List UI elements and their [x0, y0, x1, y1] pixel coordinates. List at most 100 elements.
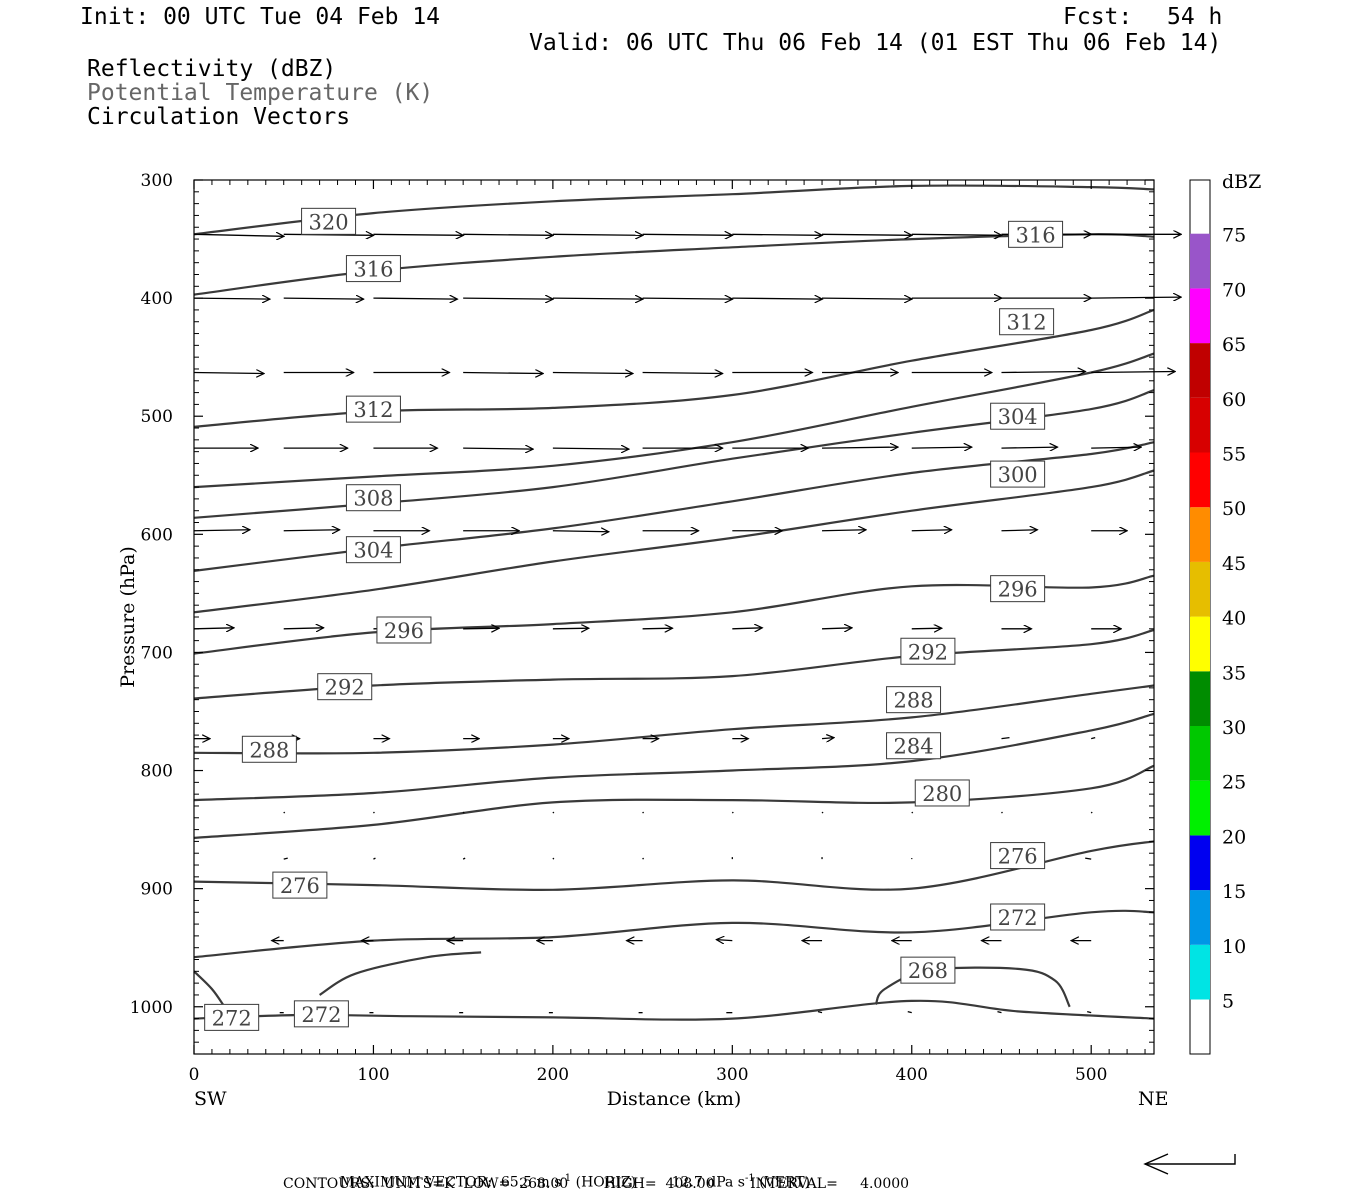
y-tick-label: 500 — [141, 407, 173, 427]
circulation-vector — [911, 530, 952, 531]
circulation-vector — [1001, 530, 1037, 531]
colorbar-swatch — [1190, 780, 1210, 836]
circulation-vector — [822, 628, 852, 629]
circulation-vector — [373, 298, 457, 299]
contour-info-line: CONTOURS: UNITS=K LOW= 268.00 HIGH= 408.… — [283, 1176, 910, 1192]
colorbar-level-label: 70 — [1222, 279, 1246, 301]
circulation-vector — [463, 373, 543, 374]
contour-label: 272 — [301, 1003, 341, 1027]
contour-label: 300 — [998, 463, 1038, 487]
contour-label-box — [914, 779, 970, 807]
contour-label-box — [886, 732, 942, 760]
circulation-vector — [822, 530, 866, 531]
colorbar-level-label: 75 — [1222, 225, 1246, 247]
colorbar-swatch — [1190, 343, 1210, 398]
contour-label: 316 — [1016, 223, 1056, 247]
circulation-vector — [372, 811, 375, 814]
contour-line-unlabeled — [193, 352, 1155, 489]
circulation-vector — [552, 857, 555, 860]
vert-suffix: (VERT) — [754, 1174, 811, 1191]
circulation-vector — [817, 1011, 823, 1014]
field-circulation-vectors: Circulation Vectors — [87, 104, 351, 130]
contour-label: 312 — [353, 398, 393, 422]
contour-label-box — [999, 308, 1055, 336]
unit-exponent: -1 — [745, 1173, 755, 1184]
circulation-vector — [193, 234, 284, 236]
contour-label-box — [900, 637, 956, 665]
circulation-vector — [731, 811, 734, 814]
contour-label-box — [886, 686, 942, 714]
contour-label-box — [345, 395, 401, 423]
contour-label: 288 — [894, 689, 934, 713]
contour-label: 320 — [309, 210, 349, 234]
circulation-vector — [193, 530, 250, 531]
y-tick-label: 300 — [141, 171, 173, 191]
circulation-vector — [283, 811, 286, 814]
contour-label-box — [293, 1000, 349, 1028]
circulation-vector — [193, 298, 270, 299]
x-axis-title: Distance (km) — [607, 1088, 742, 1110]
colorbar-swatch — [1190, 288, 1210, 344]
colorbar-level-label: 60 — [1222, 389, 1246, 411]
contour-label: 312 — [1007, 311, 1047, 335]
contour-label: 292 — [325, 676, 365, 700]
circulation-vector — [1091, 737, 1096, 740]
y-tick-label: 900 — [141, 880, 173, 900]
contour-label: 276 — [280, 874, 320, 898]
contour-label-box — [301, 207, 357, 235]
circulation-vector — [283, 298, 364, 299]
circulation-vector — [642, 811, 645, 814]
contour-label-box — [345, 255, 401, 283]
max-vector-vert: (HORIZ) 12.7 dPa s — [571, 1174, 745, 1191]
field-reflectivity: Reflectivity (dBZ) — [87, 56, 337, 82]
circulation-vector — [716, 940, 733, 941]
x-tick-label: 100 — [357, 1065, 389, 1085]
contour-label: 304 — [353, 539, 393, 563]
circulation-vector — [552, 234, 643, 235]
circulation-vector — [552, 811, 555, 814]
circulation-vector — [463, 298, 553, 299]
x-tick-label: 200 — [537, 1065, 569, 1085]
contour-label: 272 — [212, 1006, 252, 1030]
colorbar-level-label: 40 — [1222, 608, 1246, 630]
end-label-right: NE — [1138, 1088, 1169, 1110]
colorbar-level-label: 5 — [1222, 991, 1234, 1013]
colorbar-level-label: 30 — [1222, 717, 1246, 739]
contour-line-280 — [193, 764, 1155, 839]
colorbar-level-label: 65 — [1222, 334, 1246, 356]
y-tick-label: 400 — [141, 289, 173, 309]
circulation-vector — [821, 738, 834, 739]
circulation-vector — [463, 448, 533, 449]
circulation-vector — [1087, 1011, 1092, 1014]
colorbar: 5 10 15 20 25 30 35 40 45 50 55 60 65 70 75 dBZ — [1189, 171, 1261, 1055]
colorbar-level-label: 55 — [1222, 444, 1246, 466]
colorbar-swatch — [1190, 671, 1210, 726]
circulation-vector — [552, 628, 589, 629]
circulation-vector — [911, 234, 1002, 235]
colorbar-level-label: 35 — [1222, 662, 1246, 684]
unit-exponent: -1 — [561, 1173, 572, 1184]
contour-line-284 — [193, 712, 1155, 802]
contour-label-box — [990, 402, 1046, 430]
max-vector-line: MAXIMUM VECTOR: 65.5 m s-1 (HORIZ) 12.7 … — [340, 1157, 810, 1191]
contour-label-box — [241, 735, 297, 763]
circulation-vector — [463, 628, 499, 629]
circulation-vector — [911, 447, 972, 448]
circulation-vector — [1001, 447, 1057, 448]
y-tick-label: 600 — [141, 525, 173, 545]
circulation-vector — [821, 811, 824, 814]
circulation-vector — [1091, 447, 1141, 448]
y-tick-label: 800 — [141, 762, 173, 782]
contour-label-box — [204, 1003, 260, 1031]
contour-label: 280 — [922, 782, 962, 806]
circulation-vector — [732, 628, 762, 629]
circulation-vector — [193, 628, 234, 629]
contour-line-296 — [193, 574, 1155, 655]
contour-label-box — [345, 484, 401, 512]
circulation-vector — [283, 530, 340, 531]
circulation-vector — [1085, 857, 1092, 860]
circulation-vector — [193, 373, 264, 374]
max-vector-horiz: MAXIMUM VECTOR: 65.5 m s — [340, 1174, 562, 1191]
contour-label-box — [317, 673, 373, 701]
